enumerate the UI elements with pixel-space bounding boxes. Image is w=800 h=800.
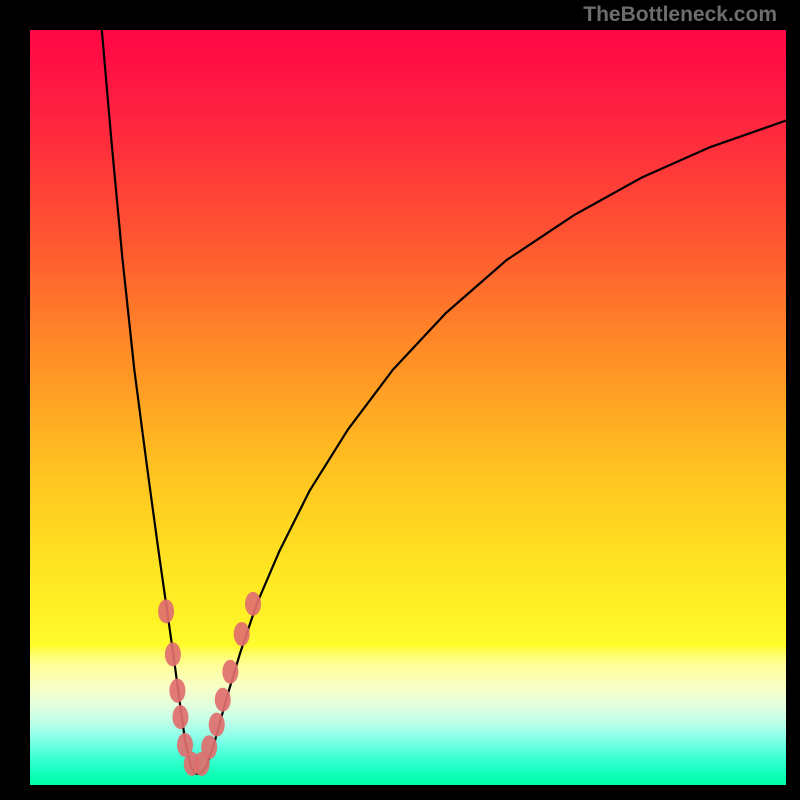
data-marker [169,679,185,703]
chart-svg [30,30,786,785]
data-marker [158,599,174,623]
data-marker [209,713,225,737]
data-marker [245,592,261,616]
bottleneck-curve [102,30,786,774]
data-marker [215,688,231,712]
data-marker [201,735,217,759]
data-marker [222,660,238,684]
data-markers [158,592,261,776]
frame: TheBottleneck.com [0,0,800,800]
data-marker [234,622,250,646]
plot-area [30,30,786,785]
watermark-text: TheBottleneck.com [583,3,777,27]
data-marker [172,705,188,729]
data-marker [165,642,181,666]
